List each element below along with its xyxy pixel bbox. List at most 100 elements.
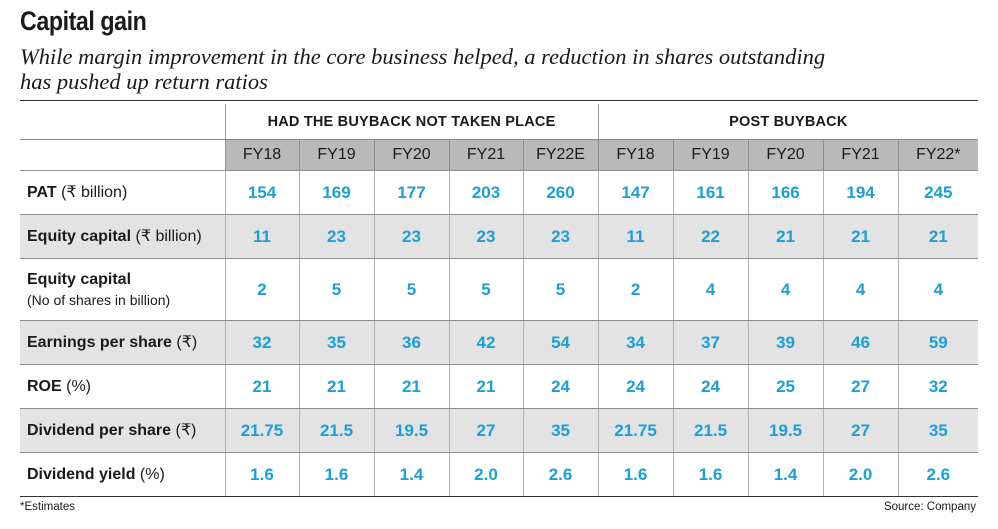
- year-header-cell: FY20: [373, 139, 449, 171]
- value-cell: 46: [822, 320, 899, 365]
- value-cell: 24: [522, 364, 599, 409]
- value-cell: 21: [897, 214, 979, 259]
- value-cell: 36: [373, 320, 449, 365]
- table-row: Earnings per share (₹) 32 35 36 42 54 34 37 39 46…: [20, 320, 979, 365]
- year-header-cell: FY20: [747, 139, 824, 171]
- value-cell: 169: [298, 170, 374, 215]
- page-subtitle: While margin improvement in the core bus…: [20, 44, 980, 94]
- group-header-no-buyback: HAD THE BUYBACK NOT TAKEN PLACE: [224, 104, 599, 140]
- table-row: ROE (%) 21 21 21 21 24 24 24 25 27 32: [20, 364, 979, 409]
- value-cell: 42: [448, 320, 523, 365]
- value-cell: 39: [747, 320, 824, 365]
- row-label-text: Dividend per share: [27, 421, 172, 439]
- row-label-unit: (%): [139, 465, 165, 483]
- years-header-row: FY18 FY19 FY20 FY21 FY22E FY18 FY19 FY20 FY21 FY2…: [20, 139, 979, 171]
- value-cell: 21.5: [298, 408, 374, 453]
- value-cell: 54: [522, 320, 599, 365]
- row-label-unit: (₹): [175, 421, 197, 439]
- group-header-post-buyback: POST BUYBACK: [597, 104, 979, 140]
- source-note: Source: Company: [883, 501, 976, 513]
- value-cell: 147: [597, 170, 674, 215]
- value-cell: 35: [298, 320, 374, 365]
- year-header-cell: FY19: [298, 139, 374, 171]
- year-header-cell: FY18: [224, 139, 299, 171]
- table-row: Dividend per share (₹) 21.75 21.5 19.5 27 35 2…: [20, 408, 979, 453]
- row-label-text: ROE: [27, 377, 62, 395]
- subtitle-line-1: While margin improvement in the core bus…: [20, 44, 826, 69]
- row-label-unit: (%): [66, 377, 92, 395]
- row-label: Equity capital (₹ billion): [20, 214, 225, 259]
- value-cell: 21.5: [672, 408, 749, 453]
- subtitle-line-2: has pushed up return ratios: [20, 69, 268, 94]
- value-cell: 4: [747, 258, 824, 321]
- value-cell: 203: [448, 170, 523, 215]
- value-cell: 25: [747, 364, 824, 409]
- data-table: HAD THE BUYBACK NOT TAKEN PLACE POST BUY…: [20, 104, 979, 497]
- value-cell: 22: [672, 214, 749, 259]
- value-cell: 1.6: [672, 452, 749, 497]
- table-row: Equity capital (₹ billion) 11 23 23 23 23 11 22…: [20, 214, 979, 259]
- value-cell: 2.0: [448, 452, 523, 497]
- page-title: Capital gain: [20, 6, 147, 36]
- value-cell: 23: [373, 214, 449, 259]
- value-cell: 21.75: [597, 408, 674, 453]
- row-label: PAT (₹ billion): [20, 170, 225, 215]
- value-cell: 4: [672, 258, 749, 321]
- value-cell: 11: [597, 214, 674, 259]
- year-header-cell: FY22E: [522, 139, 599, 171]
- table-row: Equity capital (No of shares in billion) 2…: [20, 258, 979, 321]
- value-cell: 5: [373, 258, 449, 321]
- value-cell: 21.75: [224, 408, 299, 453]
- row-label-text: Earnings per share: [27, 333, 172, 351]
- value-cell: 1.4: [747, 452, 824, 497]
- row-label: ROE (%): [20, 364, 225, 409]
- value-cell: 2: [224, 258, 299, 321]
- value-cell: 2.0: [822, 452, 899, 497]
- value-cell: 34: [597, 320, 674, 365]
- year-header-cell: FY19: [672, 139, 749, 171]
- value-cell: 24: [597, 364, 674, 409]
- value-cell: 21: [822, 214, 899, 259]
- value-cell: 5: [522, 258, 599, 321]
- value-cell: 19.5: [747, 408, 824, 453]
- value-cell: 1.6: [224, 452, 299, 497]
- row-label-text: Equity capital: [27, 227, 132, 245]
- row-label: Dividend yield (%): [20, 452, 225, 497]
- value-cell: 21: [373, 364, 449, 409]
- value-cell: 4: [822, 258, 899, 321]
- row-label-text: Dividend yield: [27, 465, 136, 483]
- value-cell: 2.6: [897, 452, 979, 497]
- value-cell: 32: [897, 364, 979, 409]
- value-cell: 59: [897, 320, 979, 365]
- value-cell: 154: [224, 170, 299, 215]
- value-cell: 5: [298, 258, 374, 321]
- year-header-cell: FY18: [597, 139, 674, 171]
- row-label: Dividend per share (₹): [20, 408, 225, 453]
- value-cell: 23: [298, 214, 374, 259]
- value-cell: 32: [224, 320, 299, 365]
- value-cell: 166: [747, 170, 824, 215]
- value-cell: 2: [597, 258, 674, 321]
- footnote-estimates: *Estimates: [20, 501, 75, 513]
- table-row: PAT (₹ billion) 154 169 177 203 260 147 161 166 1…: [20, 170, 979, 215]
- year-header-cell: FY21: [448, 139, 523, 171]
- value-cell: 1.6: [597, 452, 674, 497]
- value-cell: 11: [224, 214, 299, 259]
- value-cell: 1.4: [373, 452, 449, 497]
- row-label: Earnings per share (₹): [20, 320, 225, 365]
- value-cell: 2.6: [522, 452, 599, 497]
- year-header-cell: FY21: [822, 139, 899, 171]
- value-cell: 23: [522, 214, 599, 259]
- value-cell: 23: [448, 214, 523, 259]
- group-header-row: HAD THE BUYBACK NOT TAKEN PLACE POST BUY…: [20, 104, 979, 140]
- table-row: Dividend yield (%) 1.6 1.6 1.4 2.0 2.6 1.6 1.6 1…: [20, 452, 979, 497]
- value-cell: 35: [897, 408, 979, 453]
- row-label-unit: (₹ billion): [135, 227, 202, 245]
- blank-year-cell: [20, 139, 225, 171]
- top-rule: [20, 100, 978, 101]
- value-cell: 37: [672, 320, 749, 365]
- value-cell: 177: [373, 170, 449, 215]
- value-cell: 24: [672, 364, 749, 409]
- value-cell: 21: [747, 214, 824, 259]
- value-cell: 194: [822, 170, 899, 215]
